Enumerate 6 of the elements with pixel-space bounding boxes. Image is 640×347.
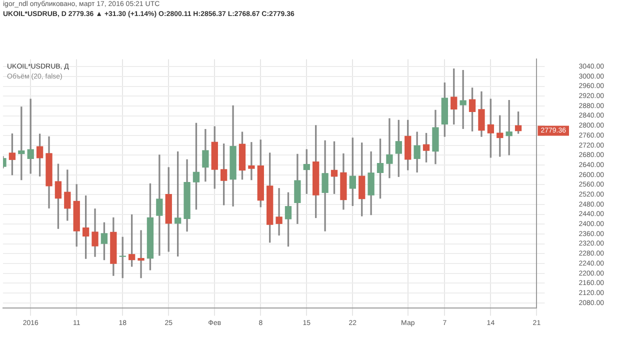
candlestick xyxy=(386,118,393,178)
candlestick xyxy=(276,188,282,236)
candlestick xyxy=(156,154,163,256)
candlestick xyxy=(248,142,255,180)
candlestick xyxy=(138,230,144,278)
candlestick xyxy=(322,140,328,232)
